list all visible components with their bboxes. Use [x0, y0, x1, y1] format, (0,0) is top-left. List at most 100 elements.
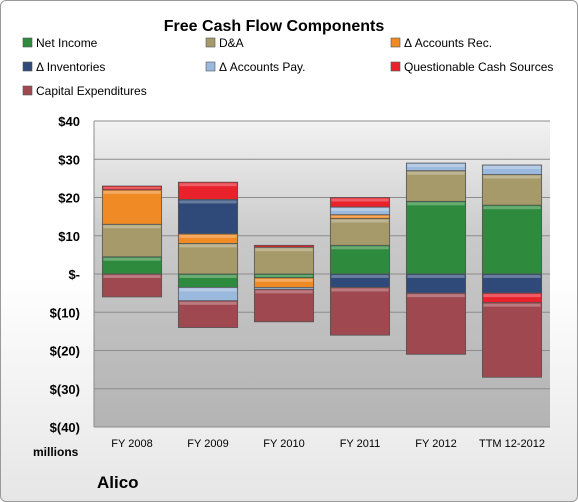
bar-highlight: [179, 183, 237, 187]
chart-title: Free Cash Flow Components: [164, 18, 385, 35]
legend-swatch: [22, 61, 33, 72]
x-axis-ticks: FY 2008 FY 2009 FY 2010 FY 2011 FY 2012 TTM 1…: [111, 438, 545, 450]
y-tick-label: $-: [68, 267, 80, 282]
legend-item-questionable-cash-sources: Questionable Cash Sources: [390, 60, 553, 74]
bar-highlight: [179, 301, 237, 305]
legend-label: Δ Accounts Rec.: [404, 36, 492, 50]
bar-capital-expenditures: [101, 273, 163, 298]
bar-d-a: [177, 242, 239, 275]
bar-d-a: [481, 174, 543, 206]
bar-d-a: [329, 218, 391, 246]
bar-questionable-cash-sources: [329, 197, 391, 208]
gridlines: [93, 120, 550, 428]
legend-item-d-a: D&A: [205, 36, 244, 50]
bar-highlight: [483, 206, 541, 210]
bar-highlight: [407, 294, 465, 298]
legend-item-net-income: Net Income: [22, 36, 98, 50]
bar-highlight: [179, 275, 237, 278]
bar-highlight: [483, 275, 541, 278]
bar-capital-expenditures: [177, 300, 239, 328]
bar-highlight: [331, 246, 389, 250]
bar-highlight: [407, 202, 465, 206]
bar-net-income: [481, 204, 543, 275]
bar-questionable-cash-sources: [253, 244, 315, 248]
bar-capital-expenditures: [329, 286, 391, 336]
bar-highlight: [407, 164, 465, 168]
unit-label: millions: [33, 445, 79, 459]
y-tick-label: $(30): [50, 382, 80, 397]
y-tick-label: $40: [58, 114, 80, 129]
bar-highlight: [179, 288, 237, 292]
legend-swatch: [205, 61, 216, 72]
bar-highlight: [483, 303, 541, 307]
y-tick-label: $(40): [50, 420, 80, 435]
bar-highlight: [103, 275, 161, 278]
bar-highlight: [331, 208, 389, 212]
x-tick-label: FY 2010: [263, 438, 304, 450]
bar-highlight: [331, 198, 389, 202]
legend-label: D&A: [219, 36, 244, 50]
bar-net-income: [329, 244, 391, 275]
bar-highlight: [103, 225, 161, 229]
bar-highlight: [255, 275, 313, 277]
bar-highlight: [483, 294, 541, 298]
bar-highlight: [255, 248, 313, 252]
x-tick-label: FY 2012: [415, 438, 456, 450]
y-tick-label: $(10): [50, 305, 80, 320]
x-tick-label: FY 2009: [187, 438, 228, 450]
bar-highlight: [331, 219, 389, 223]
legend-swatch: [390, 61, 401, 72]
bar-questionable-cash-sources: [101, 185, 163, 191]
y-axis-ticks: $40 $30 $20 $10 $- $(10) $(20) $(30) $(40): [50, 114, 80, 435]
bar-highlight: [331, 288, 389, 292]
bar-highlight: [103, 190, 161, 194]
bar-highlight: [331, 275, 389, 278]
bars: [101, 162, 543, 378]
x-tick-label: TTM 12-2012: [479, 438, 545, 450]
y-tick-label: $10: [58, 229, 80, 244]
bar-delta-inventories: [177, 199, 239, 235]
y-tick-label: $20: [58, 191, 80, 206]
legend-item-delta-inventories: Δ Inventories: [22, 60, 105, 74]
bar-highlight: [255, 290, 313, 294]
legend: Net Income D&A Δ Accounts Rec. Δ Inventorie…: [22, 36, 553, 98]
legend-label: Questionable Cash Sources: [404, 60, 553, 74]
bar-highlight: [407, 171, 465, 175]
bar-d-a: [101, 223, 163, 258]
bar-highlight: [179, 234, 237, 238]
bar-highlight: [255, 278, 313, 282]
bar-delta-accounts-pay: [481, 164, 543, 175]
legend-label: Δ Accounts Pay.: [219, 60, 306, 74]
legend-swatch: [205, 37, 216, 48]
y-tick-label: $(20): [50, 344, 80, 359]
x-tick-label: FY 2011: [340, 438, 381, 450]
bar-highlight: [103, 187, 161, 189]
bar-highlight: [407, 275, 465, 278]
legend-label: Net Income: [36, 36, 98, 50]
legend-swatch: [22, 85, 33, 96]
bar-capital-expenditures: [253, 288, 315, 323]
bar-d-a: [253, 246, 315, 275]
legend-label: Δ Inventories: [36, 60, 105, 74]
bar-net-income: [405, 200, 467, 275]
x-tick-label: FY 2008: [111, 438, 152, 450]
legend-swatch: [22, 37, 33, 48]
bar-highlight: [331, 215, 389, 218]
legend-item-delta-accounts-pay: Δ Accounts Pay.: [205, 60, 306, 74]
legend-label: Capital Expenditures: [36, 84, 147, 98]
company-name: Alico: [97, 473, 139, 492]
legend-swatch: [390, 37, 401, 48]
bar-highlight: [103, 257, 161, 261]
bar-capital-expenditures: [405, 292, 467, 355]
legend-item-capital-expenditures: Capital Expenditures: [22, 84, 147, 98]
y-tick-label: $30: [58, 152, 80, 167]
bar-capital-expenditures: [481, 302, 543, 378]
bar-questionable-cash-sources: [177, 181, 239, 200]
bar-highlight: [179, 200, 237, 204]
bar-highlight: [483, 165, 541, 169]
bar-highlight: [179, 244, 237, 248]
bar-delta-accounts-rec: [101, 189, 163, 225]
bar-delta-accounts-pay: [405, 162, 467, 172]
